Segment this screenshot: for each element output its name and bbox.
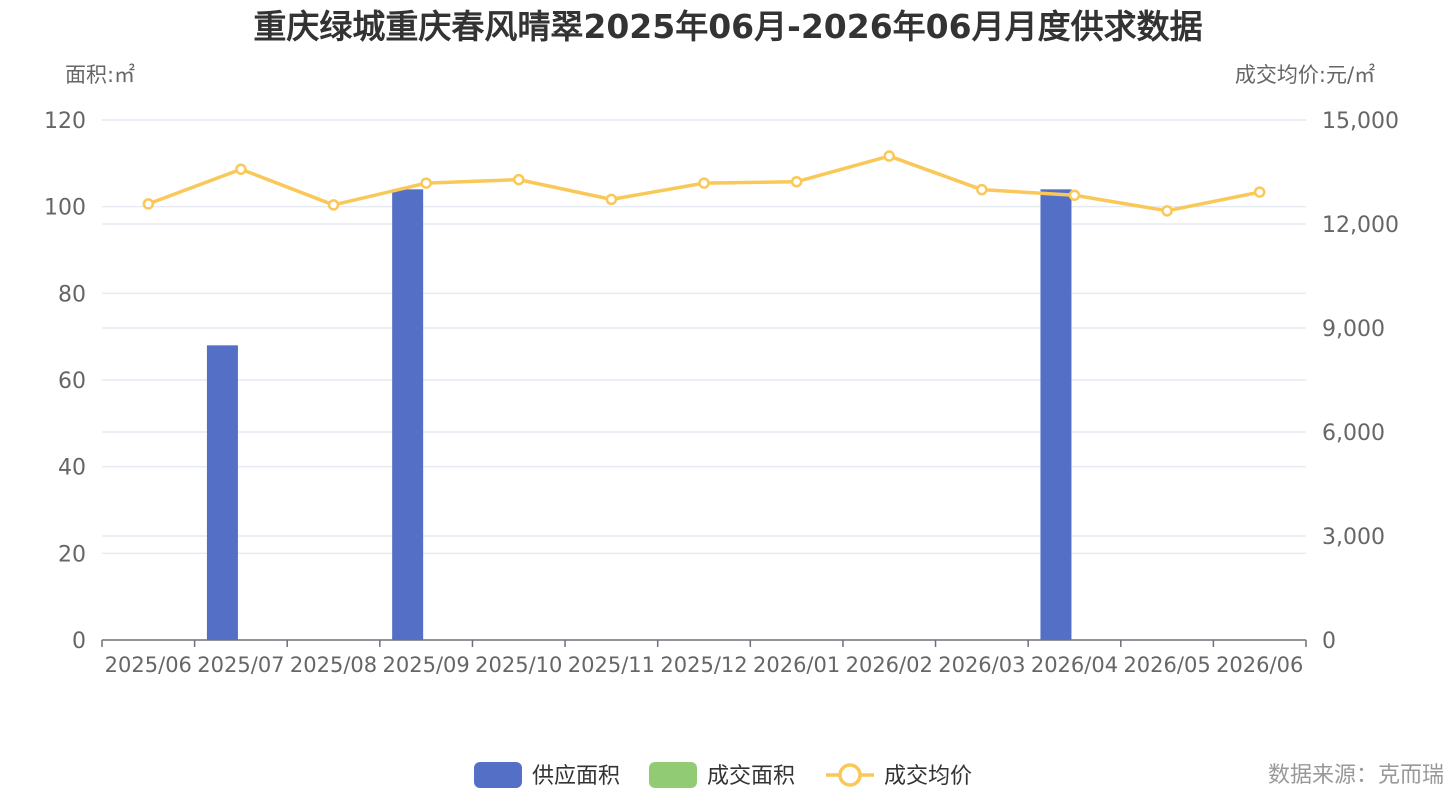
chart-title: 重庆绿城重庆春风晴翠2025年06月-2026年06月月度供求数据 — [253, 7, 1202, 46]
y-right-tick-label: 9,000 — [1322, 317, 1385, 342]
line-series — [142, 150, 1266, 217]
price-point-2025/12 — [698, 177, 710, 189]
y-right-tick-label: 3,000 — [1322, 525, 1385, 550]
price-point-2025/07 — [235, 163, 247, 175]
x-tick-label: 2026/05 — [1123, 653, 1210, 677]
y-left-tick-label: 20 — [58, 542, 86, 567]
x-tick-label: 2025/07 — [197, 653, 284, 677]
x-tick-label: 2025/10 — [475, 653, 562, 677]
x-tick-label: 2025/06 — [105, 653, 192, 677]
x-axis: 2025/06 2025/07 2025/08 2025/09 2025/10 2025/… — [101, 639, 1307, 677]
bar-supply-2025/09 — [392, 189, 424, 641]
legend-item-0[interactable]: 供应面积 — [474, 762, 620, 789]
x-tick-label: 2026/06 — [1216, 653, 1303, 677]
y-left-tick-label: 120 — [44, 109, 86, 134]
x-tick-label: 2025/12 — [660, 653, 747, 677]
y-right-tick-label: 12,000 — [1322, 213, 1399, 238]
price-point-2026/03 — [976, 183, 988, 196]
legend-label: 成交均价 — [884, 764, 972, 789]
legend[interactable]: 供应面积 成交面积 成交均价 — [474, 762, 972, 789]
price-point-2026/05 — [1161, 205, 1173, 217]
y-left-tick-label: 0 — [72, 629, 86, 654]
legend-swatch-marker — [838, 763, 862, 787]
x-tick-label: 2026/04 — [1031, 653, 1118, 677]
y-right-tick-labels: 0 3,000 6,000 9,000 12,000 15,000 — [1322, 109, 1399, 654]
legend-item-1[interactable]: 成交面积 — [649, 762, 795, 789]
y-left-axis-title: 面积:㎡ — [65, 63, 135, 87]
bar-series — [206, 189, 1072, 641]
y-right-tick-label: 0 — [1322, 629, 1336, 654]
legend-label: 供应面积 — [532, 764, 620, 789]
x-tick-label: 2025/08 — [290, 653, 377, 677]
y-right-tick-label: 6,000 — [1322, 421, 1385, 446]
legend-swatch — [649, 762, 697, 788]
y-right-axis-title: 成交均价:元/㎡ — [1235, 63, 1375, 87]
bar-supply-2026/04 — [1040, 189, 1072, 641]
price-point-2025/11 — [605, 193, 618, 206]
y-right-tick-label: 15,000 — [1322, 109, 1399, 134]
y-left-tick-labels: 0 20 40 60 80 100 120 — [44, 109, 86, 654]
price-point-2025/06 — [142, 198, 155, 210]
price-point-2025/08 — [327, 199, 340, 211]
x-tick-label: 2026/02 — [846, 653, 933, 677]
price-point-2026/06 — [1253, 186, 1266, 198]
y-left-tick-label: 80 — [58, 282, 86, 307]
grid-lines — [102, 119, 1306, 554]
x-tick-label: 2026/01 — [753, 653, 840, 677]
legend-item-2[interactable]: 成交均价 — [826, 763, 972, 789]
price-point-2025/10 — [513, 173, 525, 186]
price-point-2026/02 — [883, 150, 895, 162]
y-left-tick-label: 100 — [44, 196, 86, 221]
data-source-note: 数据来源：克而瑞 — [1268, 763, 1444, 788]
legend-label: 成交面积 — [707, 764, 795, 789]
bar-supply-2025/07 — [206, 345, 238, 640]
x-tick-label: 2025/11 — [568, 653, 655, 677]
x-tick-label: 2026/03 — [938, 653, 1025, 677]
y-left-tick-label: 60 — [58, 369, 86, 394]
legend-swatch — [474, 762, 522, 788]
price-point-2026/04 — [1068, 189, 1081, 201]
x-tick-label: 2025/09 — [383, 653, 470, 677]
y-left-tick-label: 40 — [58, 456, 86, 481]
price-point-2025/09 — [420, 177, 432, 189]
price-point-2026/01 — [790, 175, 803, 188]
